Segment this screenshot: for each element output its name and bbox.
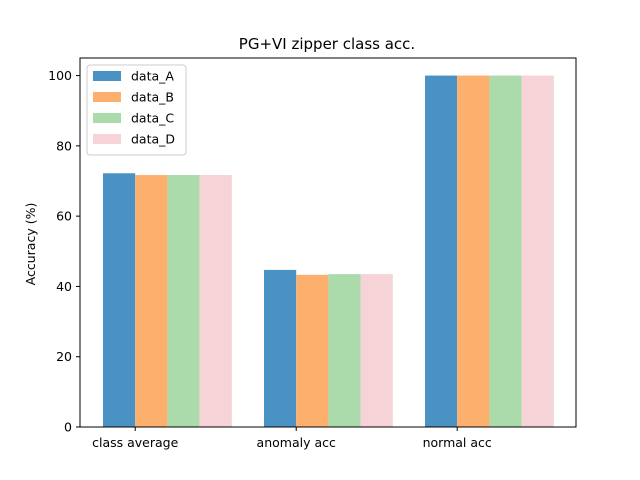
bar-data_D-0: [199, 175, 232, 427]
y-tick-label: 0: [64, 420, 72, 435]
x-tick-label: normal acc: [423, 435, 492, 450]
bar-data_C-0: [167, 175, 200, 427]
legend-label-data_A: data_A: [131, 69, 174, 84]
legend-swatch-data_A: [93, 71, 121, 81]
bars-group: [103, 75, 554, 427]
chart-title: PG+VI zipper class acc.: [239, 35, 415, 53]
legend-swatch-data_D: [93, 134, 121, 144]
y-tick-label: 100: [48, 68, 72, 83]
y-tick-label: 20: [56, 349, 72, 364]
y-tick-label: 80: [56, 138, 72, 153]
x-tick-label: anomaly acc: [257, 435, 336, 450]
plot-frame: [79, 57, 577, 428]
bar-data_B-1: [296, 274, 329, 427]
bar-data_C-1: [328, 274, 361, 427]
bar-data_D-2: [521, 75, 554, 427]
y-axis-label: Accuracy (%): [23, 203, 38, 286]
y-tick-label: 60: [56, 209, 72, 224]
legend: data_A data_B data_C data_D: [86, 64, 187, 156]
bar-data_B-2: [457, 75, 490, 427]
legend-label-data_B: data_B: [131, 90, 174, 105]
y-ticks-group: 0 20 40 60 80 100: [48, 68, 80, 435]
legend-swatch-data_B: [93, 92, 121, 102]
bar-data_A-0: [103, 173, 136, 427]
legend-label-data_C: data_C: [131, 111, 174, 126]
bar-data_A-2: [425, 75, 458, 427]
bar-data_B-0: [135, 175, 168, 427]
legend-label-data_D: data_D: [131, 132, 175, 147]
x-ticks-group: class average anomaly acc normal acc: [92, 427, 492, 450]
legend-swatch-data_C: [93, 113, 121, 123]
bar-data_C-2: [489, 75, 522, 427]
legend-box: [86, 64, 187, 156]
bar-data_D-1: [360, 274, 393, 427]
y-tick-label: 40: [56, 279, 72, 294]
bar-data_A-1: [264, 269, 297, 427]
x-tick-label: class average: [92, 435, 178, 450]
